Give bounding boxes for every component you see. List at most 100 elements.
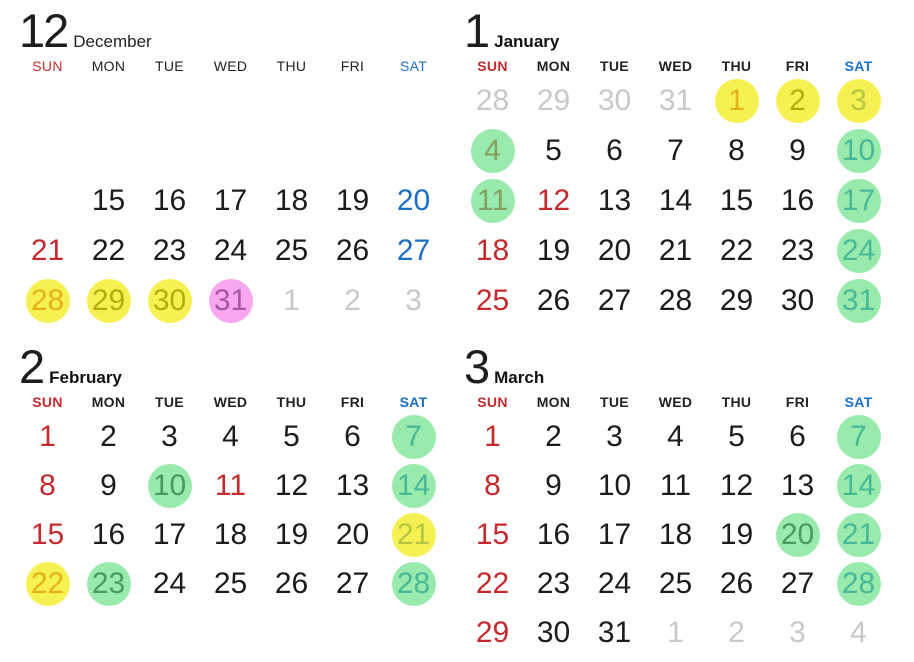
day-number: 4 bbox=[667, 419, 684, 453]
day-number: 22 bbox=[475, 566, 510, 600]
day-number: 3 bbox=[789, 615, 806, 649]
weekday-header-row: SUN MON TUE WED THU FRI SAT bbox=[17, 56, 444, 76]
day-cell-empty bbox=[17, 176, 78, 226]
day-cell: 15 bbox=[78, 176, 139, 226]
day-number: 21 bbox=[658, 234, 693, 267]
day-number: 19 bbox=[719, 517, 754, 551]
day-number: 24 bbox=[152, 566, 187, 600]
day-cell: 25 bbox=[462, 276, 523, 326]
day-cell: 2 bbox=[78, 412, 139, 461]
day-cell: 31 bbox=[828, 276, 889, 326]
day-cell: 3 bbox=[584, 412, 645, 461]
day-cell: 5 bbox=[706, 412, 767, 461]
day-number: 7 bbox=[850, 419, 867, 453]
day-number: 23 bbox=[91, 566, 126, 600]
weekday-label-fri: FRI bbox=[340, 58, 365, 74]
weekday-label-sat: SAT bbox=[844, 58, 873, 74]
day-cell-empty bbox=[383, 126, 444, 176]
day-number: 25 bbox=[475, 284, 510, 317]
month-header: 12 December bbox=[17, 7, 444, 54]
day-cell: 27 bbox=[767, 559, 828, 608]
day-cell: 17 bbox=[828, 176, 889, 226]
week-row: 22 23 24 25 26 27 28 bbox=[17, 559, 444, 608]
day-number: 5 bbox=[545, 134, 562, 167]
day-number: 18 bbox=[274, 184, 309, 217]
day-number: 31 bbox=[213, 284, 248, 317]
day-cell: 11 bbox=[200, 461, 261, 510]
day-number: 23 bbox=[152, 234, 187, 267]
day-cell: 27 bbox=[383, 226, 444, 276]
week-row bbox=[17, 126, 444, 176]
weekday-label-sun: SUN bbox=[477, 394, 508, 410]
day-cell-empty bbox=[261, 76, 322, 126]
day-number: 11 bbox=[659, 468, 692, 502]
day-cell: 16 bbox=[767, 176, 828, 226]
day-cell: 31 bbox=[584, 608, 645, 657]
day-cell: 3 bbox=[139, 412, 200, 461]
day-cell: 28 bbox=[645, 276, 706, 326]
day-cell: 17 bbox=[139, 510, 200, 559]
week-row: 8 9 10 11 12 13 14 bbox=[462, 461, 889, 510]
day-cell: 2 bbox=[523, 412, 584, 461]
weekday-label-tue: TUE bbox=[600, 394, 629, 410]
day-number: 8 bbox=[39, 468, 56, 502]
day-number: 29 bbox=[475, 615, 510, 649]
day-number: 8 bbox=[728, 134, 745, 167]
day-number: 1 bbox=[728, 84, 745, 117]
day-cell: 17 bbox=[584, 510, 645, 559]
weekday-label-fri: FRI bbox=[785, 394, 810, 410]
weekday-label-tue: TUE bbox=[155, 58, 184, 74]
weekday-label-sun: SUN bbox=[32, 394, 63, 410]
month-block-february: 2 February SUN MON TUE WED THU FRI SAT 1 2 3 4 5 6 7 8 9 1… bbox=[17, 343, 444, 608]
day-number: 16 bbox=[91, 517, 126, 551]
day-cell: 23 bbox=[523, 559, 584, 608]
day-number: 2 bbox=[100, 419, 117, 453]
week-row: 18 19 20 21 22 23 24 bbox=[462, 226, 889, 276]
day-cell: 21 bbox=[828, 510, 889, 559]
day-number: 27 bbox=[396, 234, 431, 267]
day-cell: 8 bbox=[17, 461, 78, 510]
day-number: 27 bbox=[597, 284, 632, 317]
day-cell: 10 bbox=[584, 461, 645, 510]
day-cell: 1 bbox=[706, 76, 767, 126]
day-cell-empty bbox=[139, 126, 200, 176]
day-number: 28 bbox=[841, 566, 876, 600]
day-cell-empty bbox=[78, 126, 139, 176]
month-block-march: 3 March SUN MON TUE WED THU FRI SAT 1 2 3 4 5 6 7 8 9 10 11… bbox=[462, 343, 889, 657]
day-number: 25 bbox=[274, 234, 309, 267]
month-block-january: 1 January SUN MON TUE WED THU FRI SAT 28 29 30 31 1 2 3… bbox=[462, 7, 889, 326]
day-cell: 9 bbox=[78, 461, 139, 510]
month-header: 2 February bbox=[17, 343, 444, 390]
day-number: 20 bbox=[780, 517, 815, 551]
day-number: 31 bbox=[658, 84, 693, 117]
day-cell: 28 bbox=[828, 559, 889, 608]
day-number: 11 bbox=[476, 184, 509, 217]
day-number: 22 bbox=[91, 234, 126, 267]
day-cell: 14 bbox=[645, 176, 706, 226]
day-cell: 22 bbox=[462, 559, 523, 608]
day-cell: 12 bbox=[261, 461, 322, 510]
weekday-header-row: SUN MON TUE WED THU FRI SAT bbox=[462, 56, 889, 76]
day-number: 26 bbox=[536, 284, 571, 317]
day-cell: 8 bbox=[462, 461, 523, 510]
day-cell: 16 bbox=[523, 510, 584, 559]
day-cell: 24 bbox=[584, 559, 645, 608]
day-number: 6 bbox=[789, 419, 806, 453]
day-cell: 3 bbox=[828, 76, 889, 126]
day-number: 15 bbox=[30, 517, 65, 551]
day-cell: 13 bbox=[322, 461, 383, 510]
day-cell: 20 bbox=[383, 176, 444, 226]
week-row: 11 12 13 14 15 16 17 bbox=[462, 176, 889, 226]
day-cell-empty bbox=[261, 126, 322, 176]
day-cell: 22 bbox=[17, 559, 78, 608]
day-number: 5 bbox=[728, 419, 745, 453]
day-cell: 31 bbox=[645, 76, 706, 126]
day-cell-empty bbox=[322, 126, 383, 176]
day-cell: 2 bbox=[767, 76, 828, 126]
day-number: 28 bbox=[475, 84, 510, 117]
day-number: 5 bbox=[283, 419, 300, 453]
day-cell: 10 bbox=[139, 461, 200, 510]
month-name: January bbox=[494, 32, 560, 51]
day-number: 10 bbox=[152, 468, 187, 502]
day-cell: 19 bbox=[706, 510, 767, 559]
